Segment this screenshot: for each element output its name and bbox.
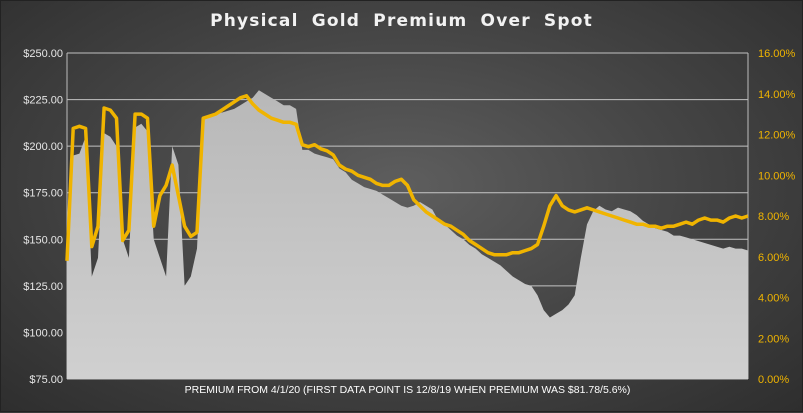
y-left-tick-label: $250.00: [23, 48, 63, 60]
y-right-tick-label: 4.00%: [758, 293, 789, 305]
y-left-tick-label: $200.00: [23, 141, 63, 153]
y-right-tick-label: 2.00%: [758, 333, 789, 345]
chart-title: Physical Gold Premium Over Spot: [210, 11, 593, 31]
y-right-tick-label: 8.00%: [758, 211, 789, 223]
y-right-tick-label: 12.00%: [758, 130, 796, 142]
y-left-tick-label: $225.00: [23, 95, 63, 107]
y-right-tick-label: 6.00%: [758, 252, 789, 264]
y-right-tick-label: 10.00%: [758, 170, 796, 182]
y-left-tick-label: $125.00: [23, 281, 63, 293]
x-axis-label: PREMIUM FROM 4/1/20 (FIRST DATA POINT IS…: [185, 384, 631, 396]
y-right-tick-label: 0.00%: [758, 374, 789, 386]
y-left-tick-label: $75.00: [29, 374, 63, 386]
y-right-tick-label: 16.00%: [758, 48, 796, 60]
series-premium-percent-line: [65, 94, 749, 261]
y-left-tick-label: $175.00: [23, 188, 63, 200]
y-left-tick-label: $100.00: [23, 327, 63, 339]
y-right-tick-label: 14.00%: [758, 89, 796, 101]
y-left-tick-label: $150.00: [23, 234, 63, 246]
series-premium-dollar-area: [67, 90, 748, 380]
